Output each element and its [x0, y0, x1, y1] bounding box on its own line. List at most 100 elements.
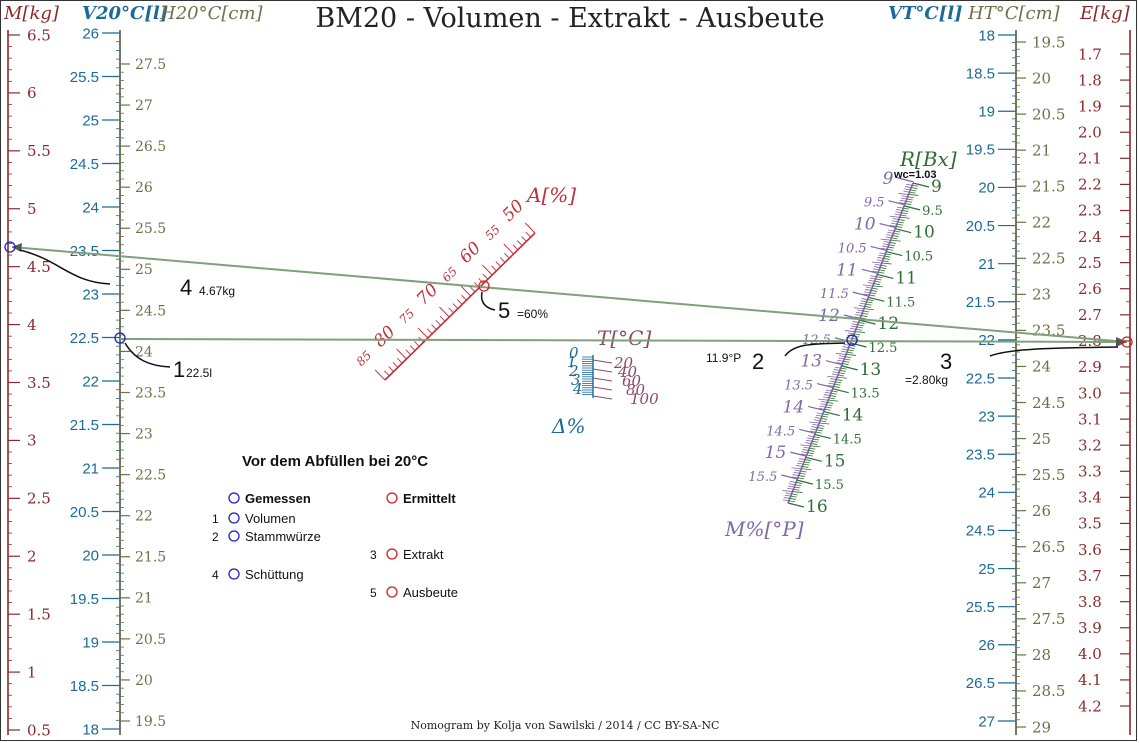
- refract-minor-tick: [861, 315, 868, 317]
- plato-minor-tick: [873, 268, 880, 271]
- height20-tick-label: 22.5: [135, 468, 166, 484]
- refract-tick-label: 11.5: [886, 295, 915, 310]
- refract-minor-tick: [882, 260, 889, 263]
- extract-tick-label: 2.3: [1078, 202, 1102, 220]
- volume20-tick-label: 18.5: [70, 678, 99, 695]
- plato-minor-tick: [787, 487, 794, 490]
- extract-scale: 1.71.81.92.02.12.22.32.42.52.62.72.82.93…: [1078, 30, 1131, 735]
- plato-minor-tick: [853, 307, 864, 310]
- refract-minor-tick: [837, 374, 845, 377]
- plato-minor-tick: [903, 190, 910, 193]
- plato-minor-tick: [877, 257, 884, 259]
- plato-tick-label: 15: [765, 443, 787, 463]
- plato-minor-tick: [798, 458, 806, 460]
- plato-minor-tick: [879, 252, 886, 255]
- point-5-circle: [478, 280, 490, 292]
- mass-tick-label: 1.5: [27, 605, 51, 623]
- yield-tick: [431, 324, 437, 330]
- yield-tick: [392, 362, 399, 368]
- refract-scale: 9 9.5 10 10.5 11 11.5 12 12.5 13 13.5 14 14.5 15 15.5…: [748, 169, 942, 517]
- mass-tick-label: 0.5: [27, 721, 51, 739]
- refract-minor-tick: [900, 214, 907, 217]
- plato-minor-tick: [827, 385, 834, 387]
- legend-item-1-circle: [228, 512, 240, 524]
- volumeT-tick-label: 23.5: [966, 446, 995, 463]
- yield-axis-line: [384, 232, 536, 381]
- refract-minor-tick: [898, 219, 905, 221]
- yield-tick-label: 80: [370, 322, 400, 352]
- callout-5-value: =60%: [517, 307, 548, 321]
- refract-tick-label: 11: [895, 268, 917, 288]
- plato-minor-tick: [788, 485, 795, 488]
- legend-item-3-label: Extrakt: [403, 547, 444, 562]
- refract-minor-tick: [871, 287, 878, 290]
- refract-minor-tick: [812, 440, 819, 443]
- credit-text: Nomogram by Kolja von Sawilski / 2014 / …: [411, 719, 720, 732]
- extract-tick-label: 3.7: [1078, 567, 1102, 585]
- plato-minor-tick: [835, 353, 847, 355]
- refract-tick-label: 14: [842, 406, 864, 426]
- refract-major-tick: [832, 388, 849, 394]
- refract-minor-tick: [911, 187, 918, 189]
- temp-tick-label: 100: [630, 390, 659, 408]
- height20-tick-label: 26.5: [135, 139, 166, 155]
- plato-minor-tick: [864, 291, 871, 294]
- plato-minor-tick: [869, 277, 876, 280]
- yield-tick: [525, 231, 532, 238]
- isopleth-line-volume: [119, 338, 1128, 343]
- yield-tick: [491, 265, 497, 272]
- extract-axis-title: E[kg]: [1079, 3, 1131, 24]
- extract-tick-label: 3.6: [1078, 541, 1102, 559]
- plato-minor-tick: [872, 270, 879, 273]
- heightT-tick-label: 20.5: [1032, 105, 1065, 123]
- volume20-tick-label: 23.5: [70, 243, 99, 260]
- plato-minor-tick: [798, 460, 805, 463]
- refract-minor-tick: [858, 322, 865, 324]
- mass-axis-title: M[kg]: [3, 3, 60, 24]
- refract-minor-tick: [878, 271, 885, 274]
- plato-minor-tick: [865, 286, 872, 289]
- temp-tick: [592, 359, 613, 364]
- mass-tick-label: 4: [27, 316, 37, 334]
- temp-tick: [592, 368, 613, 373]
- plato-minor-tick: [883, 241, 890, 243]
- yield-tick: [396, 357, 403, 364]
- heightT-tick-label: 20: [1032, 69, 1051, 87]
- extract-tick-label: 3.5: [1078, 515, 1102, 533]
- plato-minor-tick: [868, 279, 875, 282]
- height20-tick-label: 23.5: [135, 385, 166, 401]
- plato-minor-tick: [837, 359, 844, 362]
- yield-tick: [495, 261, 502, 267]
- yield-tick: [384, 370, 390, 377]
- volume20-axis-title: V20°C[l]: [82, 3, 168, 24]
- legend: Vor dem Abfüllen bei 20°C Gemessen Ermit…: [212, 453, 458, 600]
- plato-minor-tick: [839, 355, 846, 358]
- refract-tick-label: 10: [913, 223, 935, 243]
- refract-minor-tick: [893, 232, 900, 235]
- volumeT-tick-label: 25.5: [966, 599, 995, 616]
- plato-minor-tick: [818, 398, 829, 401]
- volume20-tick-label: 25: [82, 112, 99, 129]
- refract-tick-label: 13: [860, 360, 882, 380]
- refract-minor-tick: [880, 264, 887, 267]
- plato-minor-tick: [894, 213, 901, 216]
- height20-tick-label: 20: [135, 673, 153, 689]
- plato-minor-tick: [898, 202, 906, 204]
- plato-minor-tick: [816, 412, 823, 415]
- callout-2-number: 2: [752, 349, 764, 374]
- refract-minor-tick: [875, 278, 882, 281]
- volume20-tick-label: 21.5: [70, 417, 99, 434]
- refract-minor-tick: [896, 223, 903, 226]
- legend-item-2-circle: [228, 530, 240, 542]
- point-3-circle: [1121, 336, 1133, 348]
- volume20-tick-label: 24: [82, 199, 99, 216]
- plato-minor-tick: [863, 293, 870, 296]
- plato-axis-title: M%[°P]: [724, 517, 804, 541]
- height20-tick-label: 27: [135, 98, 153, 114]
- yield-tick: [452, 303, 459, 309]
- callout-3-number: 3: [940, 349, 952, 374]
- refract-minor-tick: [799, 472, 806, 475]
- yield-tick-label: 50: [499, 196, 529, 226]
